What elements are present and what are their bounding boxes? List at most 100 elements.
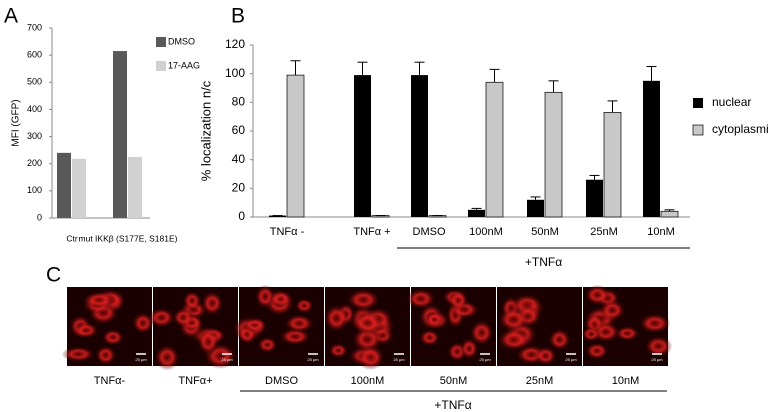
cell [497, 328, 531, 351]
bar [527, 199, 544, 217]
cell [497, 307, 530, 332]
x-tick-label: Ctr [66, 233, 78, 243]
cell [599, 299, 626, 322]
bar [544, 91, 563, 218]
cell [323, 304, 350, 333]
x-tick-label: 100nM [469, 226, 503, 238]
cell [101, 329, 125, 346]
y-tick-label: 400 [27, 104, 42, 114]
micrograph: 25 µm [147, 287, 238, 371]
cell [405, 288, 436, 310]
legend-label: 17-AAG [168, 60, 200, 70]
x-tick-label: mut IKKβ (S177E, S181E) [79, 233, 178, 243]
cell [584, 284, 611, 306]
legend-swatch [156, 61, 166, 71]
error-bar [664, 209, 675, 212]
legend-swatch [692, 124, 704, 136]
scale-bar-label: 25 µm [479, 357, 491, 362]
error-bar [548, 80, 559, 93]
cell [147, 307, 176, 328]
cell [615, 325, 640, 342]
y-tick-label: 100 [27, 185, 42, 195]
legend-label: DMSO [168, 36, 195, 46]
cell [447, 289, 469, 311]
bar [128, 156, 142, 218]
scale-bar-label: 25 µm [307, 357, 319, 362]
cell [351, 310, 384, 336]
cell [356, 344, 385, 371]
error-bar [290, 60, 301, 76]
x-tick-label: DMSO [413, 226, 446, 238]
cell [242, 318, 267, 333]
bar [286, 74, 305, 218]
cell [425, 311, 444, 328]
y-tick-label: 300 [27, 131, 42, 141]
y-tick-label: 600 [27, 50, 42, 60]
cell [585, 342, 609, 360]
panel-label: C [46, 264, 61, 287]
x-tick-label: 50nM [531, 226, 559, 238]
cell [61, 346, 96, 363]
y-tick-label: 200 [27, 158, 42, 168]
y-tick-label: 0 [238, 209, 245, 223]
micrograph: 25 µm [61, 287, 154, 366]
error-bar [357, 61, 368, 76]
annotation: +TNFα [434, 398, 471, 412]
cell [73, 322, 99, 339]
y-axis-label: % localization n/c [198, 80, 213, 181]
cell [469, 319, 494, 346]
scale-bar-label: 25 µm [221, 357, 233, 362]
micrograph: 25 µm [323, 287, 410, 371]
panel-label: A [4, 5, 18, 28]
cell [182, 290, 202, 311]
image-label: 50nM [440, 375, 468, 387]
cell [172, 307, 195, 328]
error-bar [607, 100, 618, 113]
y-tick-label: 100 [225, 66, 245, 80]
legend-label: cytoplasmic [712, 122, 768, 136]
micrograph: 25 µm [497, 287, 582, 366]
micrograph: 25 µm [232, 284, 324, 366]
cell [346, 288, 381, 311]
panel-label: B [231, 5, 245, 28]
bar [468, 209, 485, 217]
image-label: DMSO [265, 375, 298, 387]
bar [603, 112, 622, 218]
legend-swatch [156, 37, 166, 47]
legend-swatch [693, 98, 703, 108]
bar [485, 81, 504, 218]
bar [113, 51, 127, 219]
bar [269, 215, 286, 217]
bar [57, 152, 71, 218]
bar [354, 75, 371, 217]
y-tick-label: 120 [225, 37, 245, 51]
legend-label: nuclear [712, 95, 751, 109]
scale-bar-label: 25 µm [651, 357, 663, 362]
scale-bar-label: 25 µm [565, 357, 577, 362]
y-tick-label: 20 [232, 181, 246, 195]
y-tick-label: 80 [232, 95, 246, 109]
y-tick-label: 0 [37, 212, 42, 222]
image-label: 25nM [526, 375, 554, 387]
bar [411, 75, 428, 217]
cell [548, 328, 571, 351]
cell [268, 290, 293, 308]
cell [197, 327, 220, 356]
error-bar [646, 66, 657, 81]
error-bar [530, 196, 541, 200]
cell [95, 345, 117, 366]
cell [460, 337, 479, 360]
x-tick-label: TNFα - [270, 226, 305, 238]
x-tick-label: 10nM [647, 226, 675, 238]
cell [638, 313, 671, 334]
y-tick-label: 40 [232, 152, 246, 166]
micrograph: 25 µm [405, 287, 496, 366]
annotation: +TNFα [525, 255, 562, 269]
x-tick-label: TNFα + [353, 226, 390, 238]
cell [201, 290, 224, 316]
x-tick-label: 25nM [590, 226, 618, 238]
cell [257, 336, 278, 353]
error-bar [471, 207, 482, 210]
cell [419, 329, 440, 347]
error-bar [489, 68, 500, 83]
